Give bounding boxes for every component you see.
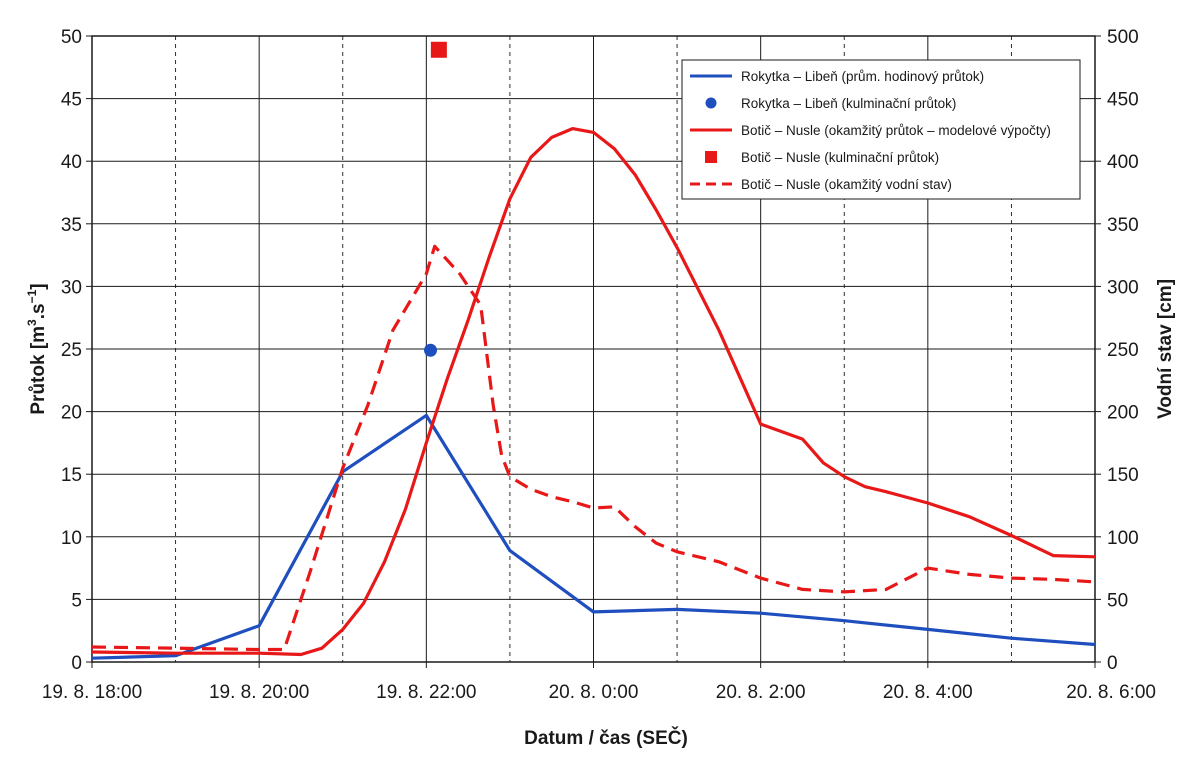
legend-label: Botič – Nusle (kulminační průtok) (741, 150, 939, 165)
series-line-4 (91, 244, 1096, 652)
right-tick-label: 150 (1107, 465, 1139, 486)
x-tick-label: 20. 8. 4:00 (883, 682, 973, 703)
left-axis-title: Průtok [m3.s−1] (25, 283, 49, 414)
left-tick-label: 40 (61, 152, 82, 173)
right-tick-label: 350 (1107, 215, 1139, 236)
series-layer (91, 41, 1096, 660)
x-axis-ticks: 19. 8. 18:00 19. 8. 20:00 19. 8. 22:00 20. … (42, 662, 1156, 703)
legend-swatch-point (705, 97, 717, 109)
legend-label: Botič – Nusle (okamžitý vodní stav) (741, 177, 952, 192)
legend-label: Rokytka – Libeň (kulminační průtok) (741, 96, 956, 111)
left-axis-title-end: ] (28, 283, 49, 289)
right-tick-label: 250 (1107, 340, 1139, 361)
left-axis-ticks: 0 5 10 15 20 25 30 35 40 45 50 (61, 27, 92, 674)
legend-label: Rokytka – Libeň (prům. hodinový průtok) (741, 69, 984, 84)
legend-box (681, 59, 1081, 200)
right-tick-label: 500 (1107, 27, 1139, 48)
right-axis-ticks: 0 50 100 150 200 250 300 350 400 450 500 (1095, 27, 1139, 674)
right-axis-title: Vodní stav [cm] (1155, 279, 1176, 419)
legend-swatch-square (705, 151, 717, 163)
x-tick-label: 20. 8. 2:00 (716, 682, 806, 703)
left-tick-label: 45 (61, 90, 82, 111)
x-tick-label: 19. 8. 22:00 (376, 682, 476, 703)
left-tick-label: 20 (61, 403, 82, 424)
right-tick-label: 0 (1107, 653, 1118, 674)
x-tick-label: 20. 8. 0:00 (549, 682, 639, 703)
right-tick-label: 450 (1107, 90, 1139, 111)
left-axis-title-mid: .s (28, 303, 49, 319)
left-tick-label: 5 (71, 590, 82, 611)
x-tick-label: 19. 8. 18:00 (42, 682, 142, 703)
legend: Rokytka – Libeň (prům. hodinový průtok) R… (681, 59, 1081, 200)
left-tick-label: 0 (71, 653, 82, 674)
left-tick-label: 15 (61, 465, 82, 486)
series-line-2 (91, 127, 1096, 657)
legend-label: Botič – Nusle (okamžitý průtok – modelov… (741, 123, 1051, 138)
left-axis-title-sup2: −1 (25, 289, 39, 303)
x-axis-title: Datum / čas (SEČ) (524, 727, 688, 749)
left-tick-label: 30 (61, 277, 82, 298)
left-axis-title-main: Průtok [m (28, 326, 49, 415)
right-tick-label: 200 (1107, 403, 1139, 424)
grid (92, 36, 1095, 662)
right-tick-label: 100 (1107, 528, 1139, 549)
right-tick-label: 50 (1107, 590, 1128, 611)
x-tick-label: 20. 8. 6:00 (1066, 682, 1156, 703)
left-tick-label: 35 (61, 215, 82, 236)
right-tick-label: 300 (1107, 277, 1139, 298)
left-tick-label: 50 (61, 27, 82, 48)
left-axis-title-sup1: 3 (25, 319, 39, 326)
series-square-3 (430, 41, 447, 58)
series-line-0 (91, 413, 1096, 660)
x-tick-label: 19. 8. 20:00 (209, 682, 309, 703)
left-tick-label: 25 (61, 340, 82, 361)
series-point-1 (424, 343, 438, 357)
left-tick-label: 10 (61, 528, 82, 549)
right-tick-label: 400 (1107, 152, 1139, 173)
